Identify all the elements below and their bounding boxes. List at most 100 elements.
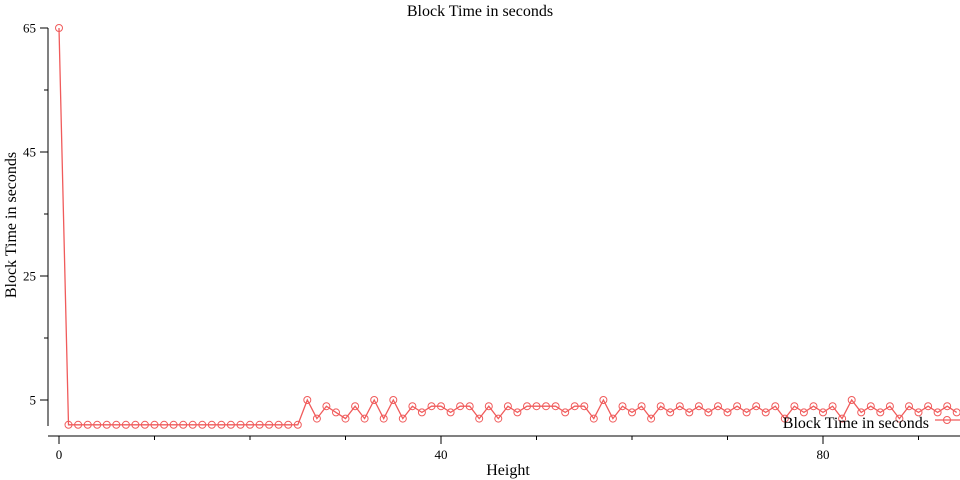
x-axis-label: Height: [486, 462, 530, 479]
data-point: [503, 402, 512, 411]
data-point: [866, 402, 875, 411]
legend-marker: [943, 416, 951, 424]
data-point: [74, 420, 83, 429]
data-point: [465, 402, 474, 411]
data-point: [885, 402, 894, 411]
data-point: [322, 402, 331, 411]
x-tick-label: 80: [817, 447, 830, 462]
data-point: [895, 414, 904, 423]
data-point: [532, 402, 541, 411]
data-point: [876, 408, 885, 417]
data-point: [427, 402, 436, 411]
data-point: [293, 420, 302, 429]
data-point: [542, 402, 550, 411]
data-point: [236, 420, 245, 429]
data-point: [733, 402, 742, 411]
data-point: [246, 420, 254, 429]
data-point: [933, 408, 942, 417]
y-tick-label: 65: [23, 21, 36, 36]
data-point: [905, 402, 913, 411]
legend: Block Time in seconds: [783, 415, 960, 432]
data-point: [790, 402, 799, 411]
data-point: [389, 396, 398, 404]
data-point: [370, 396, 379, 404]
x-tick-label: 0: [56, 447, 63, 462]
y-tick-label: 5: [30, 393, 37, 408]
data-point: [943, 402, 952, 411]
data-point: [398, 414, 407, 423]
data-point: [694, 402, 703, 411]
data-point: [608, 414, 617, 423]
data-point: [580, 402, 589, 411]
data-point: [742, 408, 751, 417]
data-point: [799, 408, 808, 417]
data-point: [265, 420, 274, 429]
series-group: [55, 24, 960, 429]
data-point: [675, 402, 684, 411]
data-point: [637, 402, 646, 411]
legend-label: Block Time in seconds: [783, 415, 929, 432]
data-point: [255, 420, 264, 429]
y-ticks: 5 25 45 65: [23, 21, 48, 408]
y-tick-label: 45: [23, 145, 36, 160]
y-tick-label: 25: [23, 269, 36, 284]
chart-title: Block Time in seconds: [407, 3, 553, 20]
data-point: [332, 408, 340, 417]
data-point: [723, 408, 732, 417]
data-point: [351, 402, 360, 411]
data-point: [618, 402, 627, 411]
data-point: [83, 420, 92, 429]
data-point: [64, 420, 73, 429]
data-point: [752, 402, 761, 411]
data-point: [647, 414, 656, 423]
data-point: [628, 408, 636, 417]
data-point: [523, 402, 531, 411]
data-point: [131, 420, 140, 429]
data-point: [93, 420, 102, 429]
data-point: [914, 408, 923, 417]
data-point: [140, 420, 149, 429]
data-point: [198, 420, 207, 429]
data-point: [847, 396, 856, 404]
data-point: [484, 402, 493, 411]
data-point: [551, 402, 560, 411]
data-point: [226, 420, 235, 429]
axes: [47, 28, 960, 437]
data-point: [771, 402, 780, 411]
data-point: [456, 402, 465, 411]
data-point: [437, 402, 445, 411]
data-point: [150, 420, 159, 429]
x-tick-label: 40: [435, 447, 448, 462]
data-point: [408, 402, 417, 411]
data-point: [303, 396, 312, 404]
data-point: [570, 402, 579, 411]
data-point: [589, 414, 598, 423]
data-point: [704, 408, 713, 417]
data-point: [475, 414, 484, 423]
data-point: [312, 414, 321, 423]
data-point: [102, 420, 111, 429]
data-point: [112, 420, 121, 429]
data-point: [666, 408, 675, 417]
data-point: [761, 408, 770, 417]
data-point: [188, 420, 197, 429]
data-point: [838, 414, 847, 423]
data-point: [952, 408, 960, 417]
data-point: [417, 408, 426, 417]
data-point: [924, 402, 933, 411]
data-point: [809, 402, 818, 411]
data-point: [341, 414, 350, 423]
data-point: [179, 420, 188, 429]
data-point: [561, 408, 570, 417]
data-point: [780, 414, 789, 423]
data-point: [217, 420, 226, 429]
data-point: [828, 402, 837, 411]
data-point: [685, 408, 694, 417]
data-point: [360, 414, 369, 423]
data-point: [379, 414, 388, 423]
data-point: [599, 396, 608, 404]
x-ticks: 0 40 80: [56, 436, 919, 462]
data-point: [121, 420, 130, 429]
series-line: [58, 27, 958, 426]
